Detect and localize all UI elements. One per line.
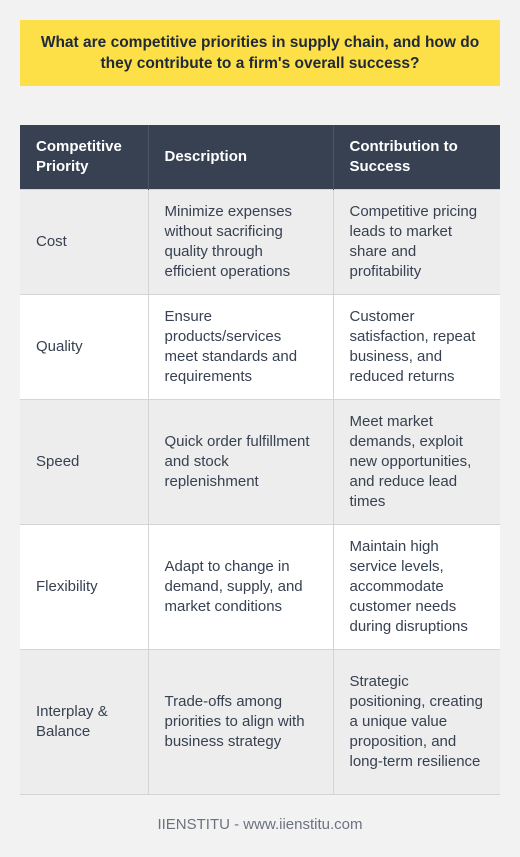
- table-row: Quality Ensure products/services meet st…: [20, 293, 500, 399]
- title-banner: What are competitive priorities in suppl…: [20, 20, 500, 86]
- contribution-cell: Maintain high service levels, accommodat…: [332, 523, 500, 649]
- priority-cell: Interplay & Balance: [20, 648, 148, 795]
- page-title: What are competitive priorities in suppl…: [40, 34, 480, 72]
- contribution-cell: Customer satisfaction, repeat business, …: [332, 293, 500, 399]
- contribution-cell: Competitive pricing leads to market shar…: [332, 188, 500, 294]
- table-row: Flexibility Adapt to change in demand, s…: [20, 523, 500, 649]
- description-cell: Quick order fulfillment and stock replen…: [147, 398, 333, 524]
- description-cell: Ensure products/services meet standards …: [147, 293, 333, 399]
- description-cell: Minimize expenses without sacrificing qu…: [147, 188, 333, 294]
- contribution-cell: Meet market demands, exploit new opportu…: [332, 398, 500, 524]
- column-header-priority: Competitive Priority: [20, 125, 148, 189]
- description-cell: Trade-offs among priorities to align wit…: [147, 648, 333, 795]
- priority-cell: Quality: [20, 293, 148, 399]
- description-cell: Adapt to change in demand, supply, and m…: [147, 523, 333, 649]
- table-row: Speed Quick order fulfillment and stock …: [20, 398, 500, 524]
- priorities-table: Competitive Priority Description Contrib…: [20, 125, 500, 795]
- table-row: Cost Minimize expenses without sacrifici…: [20, 188, 500, 294]
- priority-cell: Cost: [20, 188, 148, 294]
- column-header-description: Description: [147, 125, 333, 189]
- priority-cell: Speed: [20, 398, 148, 524]
- contribution-cell: Strategic positioning, creating a unique…: [332, 648, 500, 795]
- priority-cell: Flexibility: [20, 523, 148, 649]
- footer-credit: IIENSTITU - www.iienstitu.com: [157, 816, 363, 833]
- table-header-row: Competitive Priority Description Contrib…: [20, 125, 500, 189]
- column-header-contribution: Contribution to Success: [332, 125, 500, 189]
- table-row: Interplay & Balance Trade-offs among pri…: [20, 648, 500, 795]
